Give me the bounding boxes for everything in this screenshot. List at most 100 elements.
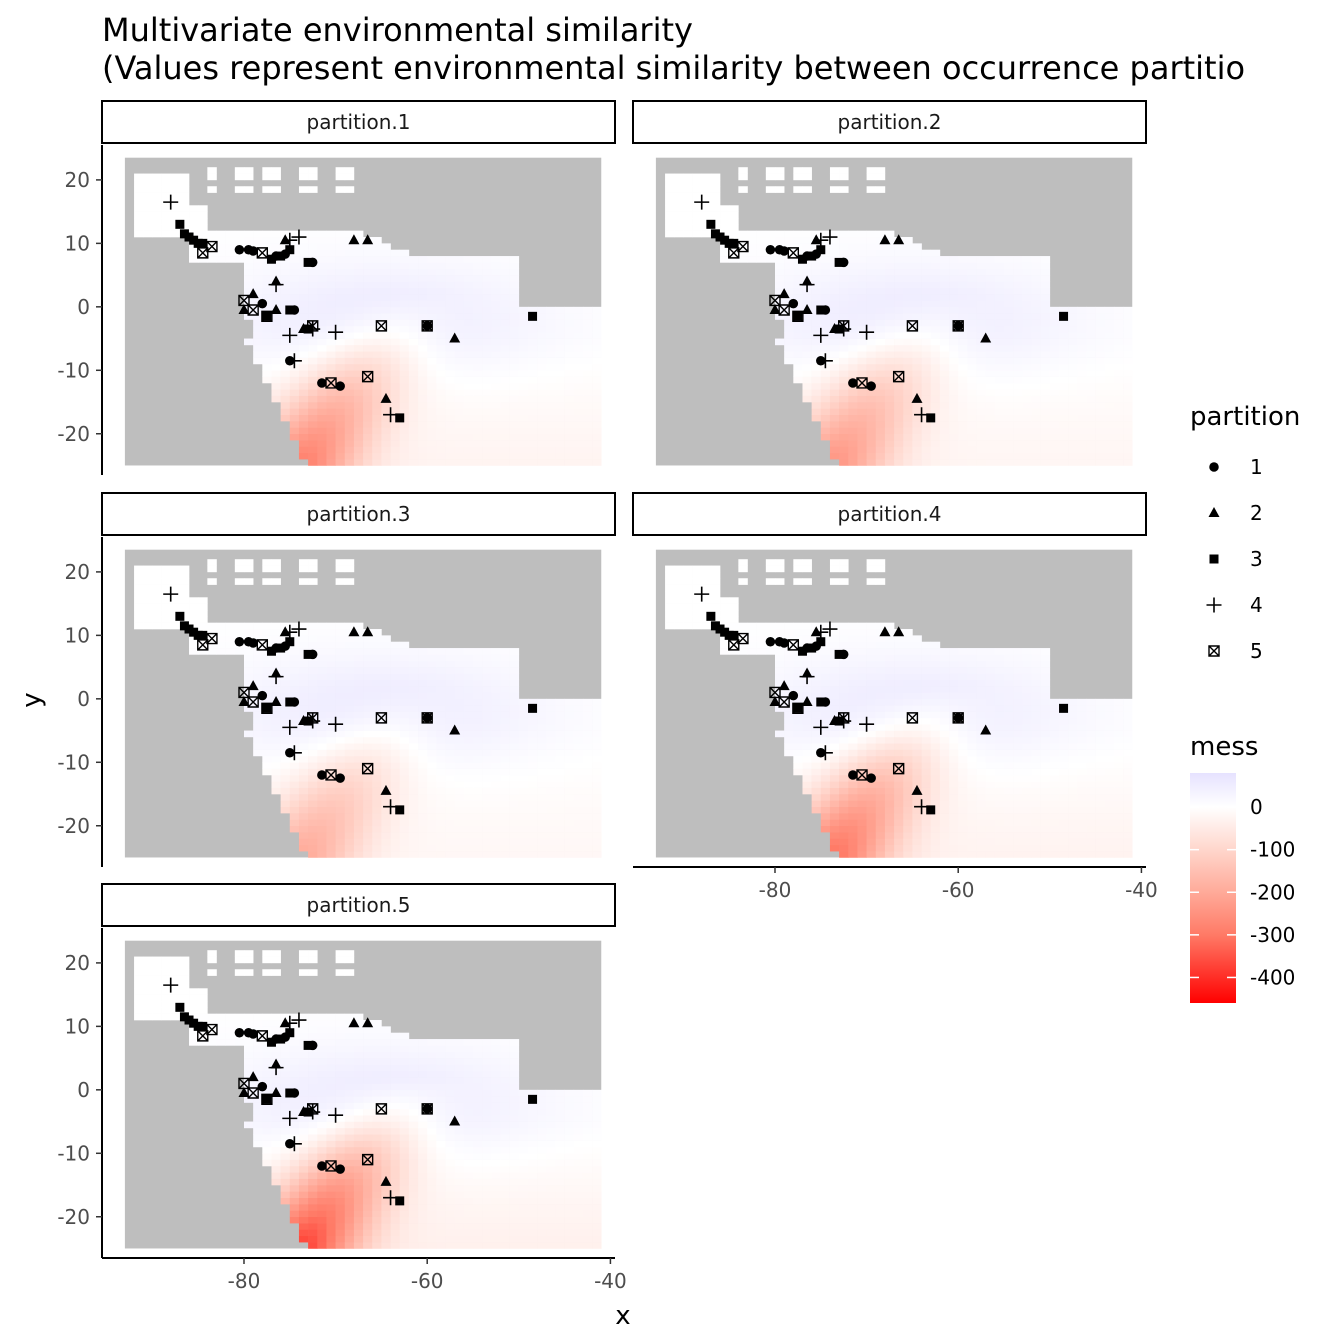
occurrence-point-partition-4 [328, 716, 344, 732]
facet-panel: partition.2 [632, 100, 1147, 466]
occurrence-point-partition-4 [291, 621, 307, 637]
legend-mess: mess 0 -100 -200 -300 -400 [1190, 732, 1295, 1003]
occurrence-point-partition-2 [247, 680, 259, 691]
occurrence-point-partition-3 [816, 305, 826, 315]
facet-strip [632, 492, 1147, 536]
legend-key-plus [1206, 597, 1222, 613]
occurrence-point-partition-2 [348, 234, 360, 245]
facet-panels: partition.1 20 10 0 -10 -20 partition.2 partiti… [57, 100, 1158, 1293]
occurrence-point-partition-4 [914, 407, 930, 423]
occurrence-point-partition-4 [813, 719, 829, 735]
occurrence-point-partition-1 [257, 298, 268, 309]
occurrence-point-partition-5 [892, 762, 905, 775]
occurrence-point-partition-3 [395, 413, 405, 423]
occurrence-point-partition-2 [348, 626, 360, 637]
occurrence-point-partition-4 [813, 624, 829, 640]
y-tick-label: -20 [57, 422, 90, 446]
occurrence-point-partition-5 [728, 247, 740, 259]
facet-strip-label: partition.5 [307, 893, 411, 917]
occurrence-point-partition-5 [197, 247, 209, 259]
occurrence-point-partition-2 [801, 304, 813, 314]
occurrence-point-partition-3 [266, 254, 276, 264]
occurrence-point-partition-5 [837, 712, 850, 724]
occurrence-point-partition-1 [788, 298, 799, 309]
y-tick-label: 20 [65, 560, 90, 584]
occurrence-point-partition-2 [238, 304, 250, 314]
occurrence-point-partition-3 [528, 703, 538, 713]
occurrence-point-partition-3 [926, 413, 936, 423]
occurrence-point-partition-5 [256, 247, 269, 259]
legend-partition-label: 1 [1250, 455, 1263, 479]
occurrence-point-partition-3 [184, 232, 194, 242]
occurrence-point-partition-4 [813, 327, 829, 343]
occurrence-point-partition-3 [303, 1040, 313, 1050]
occurrence-point-partition-1 [848, 378, 858, 388]
occurrence-point-partition-3 [816, 637, 826, 647]
occurrence-point-partition-2 [380, 784, 392, 795]
occurrence-point-partition-4 [282, 327, 298, 343]
facet-strip [101, 100, 616, 144]
occurrence-point-partition-5 [792, 702, 804, 715]
chart-title-line-1: Multivariate environmental similarity [102, 11, 693, 49]
occurrence-point-partition-5 [206, 632, 218, 645]
occurrence-point-partition-5 [906, 712, 919, 724]
occurrence-point-partition-2 [362, 234, 374, 245]
mess-colorbar [1190, 773, 1236, 1003]
occurrence-point-partition-5 [306, 320, 319, 332]
occurrence-point-partition-2 [270, 304, 282, 314]
occurrence-point-partition-3 [189, 627, 199, 637]
occurrence-point-partition-4 [163, 977, 179, 993]
occurrence-point-partition-5 [361, 1153, 374, 1166]
y-tick-label: 0 [77, 1078, 90, 1102]
occurrence-point-partition-3 [528, 1094, 538, 1104]
y-tick-label: 10 [65, 1014, 90, 1038]
occurrence-point-partition-4 [859, 716, 875, 732]
occurrence-point-partition-4 [286, 1136, 302, 1152]
occurrence-point-partition-5 [952, 712, 964, 724]
occurrence-point-partition-5 [792, 310, 804, 323]
legend-partition: partition 1 2 3 4 5 [1190, 402, 1300, 663]
occurrence-point-partition-3 [175, 219, 185, 229]
occurrence-point-partition-3 [285, 1028, 295, 1038]
facet-panel: partition.4 -80 -60 -40 [632, 492, 1158, 902]
occurrence-point-partition-4 [163, 194, 179, 210]
x-tick-label: -60 [411, 1269, 444, 1293]
legend-mess-title: mess [1190, 732, 1258, 762]
colorbar-tick-label: -100 [1250, 838, 1295, 862]
occurrence-point-partition-2 [449, 724, 461, 735]
occurrence-point-partition-2 [810, 234, 822, 245]
occurrence-point-partition-5 [256, 639, 269, 651]
occurrence-point-partition-5 [778, 304, 790, 316]
occurrence-point-partition-5 [325, 377, 337, 389]
occurrence-point-partition-3 [198, 238, 208, 248]
occurrence-point-partition-3 [276, 251, 286, 261]
occurrence-point-partition-4 [799, 277, 815, 293]
occurrence-point-partition-1 [234, 1027, 245, 1038]
occurrence-point-partition-3 [706, 219, 716, 229]
occurrence-point-partition-2 [279, 1017, 291, 1028]
occurrence-point-partition-3 [710, 229, 720, 239]
occurrence-point-partition-1 [335, 381, 345, 391]
occurrence-point-partition-3 [193, 1021, 203, 1031]
chart-title-line-2: (Values represent environmental similari… [102, 49, 1245, 87]
occurrence-point-partition-3 [816, 245, 826, 255]
occurrence-point-partition-2 [879, 234, 891, 245]
mess-raster [134, 559, 602, 858]
occurrence-point-partition-5 [421, 320, 433, 332]
occurrence-point-partition-4 [328, 324, 344, 340]
occurrence-point-partition-2 [449, 332, 461, 343]
occurrence-point-partition-2 [801, 696, 813, 706]
occurrence-point-partition-2 [879, 626, 891, 637]
y-tick-label: -10 [57, 1141, 90, 1165]
occurrence-point-partition-4 [291, 1012, 307, 1028]
occurrence-point-partition-5 [837, 320, 850, 332]
y-tick-label: 20 [65, 168, 90, 192]
occurrence-point-partition-5 [421, 712, 433, 724]
occurrence-point-partition-5 [892, 370, 905, 383]
occurrence-point-partition-3 [720, 627, 730, 637]
occurrence-point-partition-4 [328, 1107, 344, 1123]
occurrence-point-partition-1 [248, 246, 258, 256]
occurrence-point-partition-3 [395, 805, 405, 815]
legend-key-square-x [1208, 645, 1220, 657]
